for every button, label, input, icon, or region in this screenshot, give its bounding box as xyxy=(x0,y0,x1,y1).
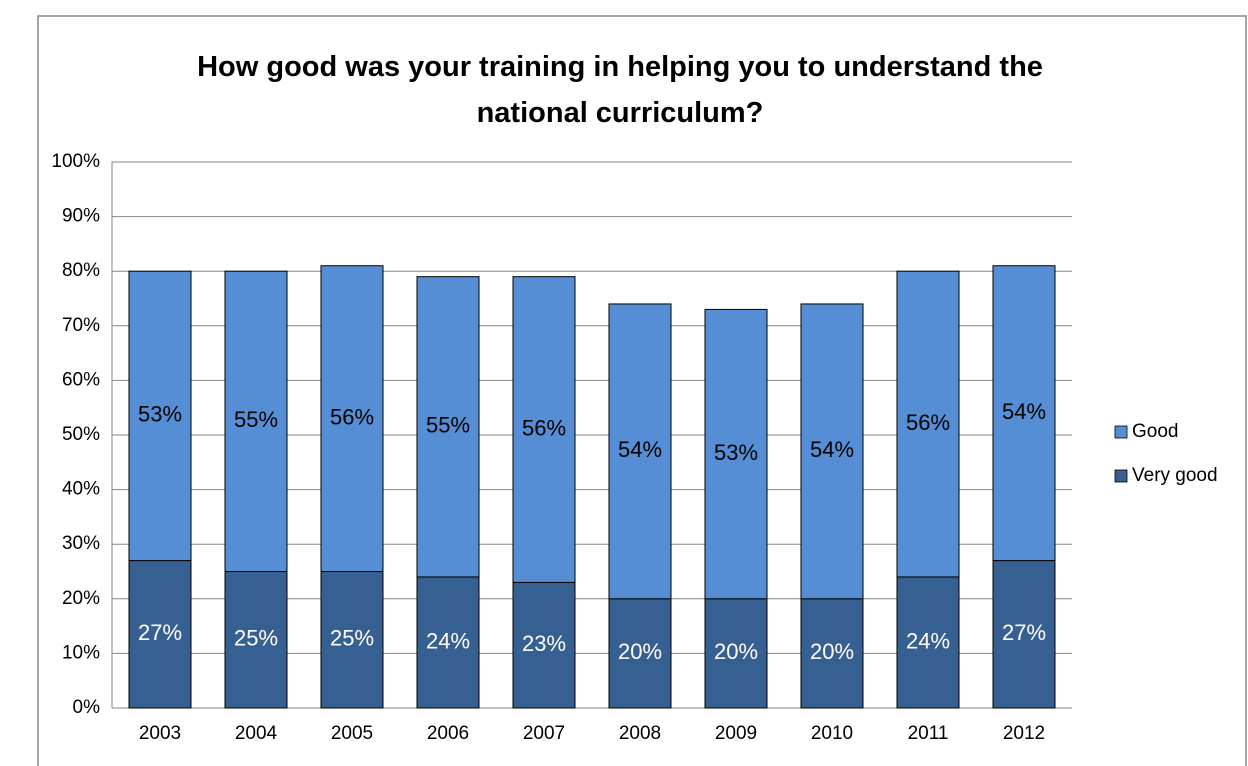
data-label: 27% xyxy=(1002,620,1046,645)
data-label: 56% xyxy=(522,415,566,440)
data-label: 56% xyxy=(906,410,950,435)
bar-segment xyxy=(128,560,192,709)
data-label: 25% xyxy=(234,626,278,651)
data-label: 20% xyxy=(810,639,854,664)
data-label: 20% xyxy=(618,639,662,664)
y-tick-label: 10% xyxy=(62,642,100,663)
legend-swatch xyxy=(1114,469,1128,483)
data-label: 24% xyxy=(426,628,470,653)
x-tick-label: 2011 xyxy=(908,723,949,744)
x-tick-label: 2004 xyxy=(235,723,278,744)
bar-segment xyxy=(800,598,864,709)
y-tick-label: 70% xyxy=(62,315,100,336)
y-tick-label: 80% xyxy=(62,260,100,281)
bar-segment xyxy=(800,303,864,600)
bar-segment xyxy=(512,276,576,583)
data-label: 53% xyxy=(714,440,758,465)
x-tick-label: 2003 xyxy=(139,723,181,744)
data-label: 53% xyxy=(138,402,182,427)
bar-segment xyxy=(320,571,384,709)
y-tick-label: 0% xyxy=(73,697,101,718)
y-tick-label: 90% xyxy=(62,206,100,227)
y-tick-label: 50% xyxy=(62,424,100,445)
data-label: 55% xyxy=(234,407,278,432)
legend-swatch xyxy=(1114,425,1128,439)
data-label: 27% xyxy=(138,620,182,645)
bar-segment xyxy=(608,303,672,600)
bar-segment xyxy=(320,265,384,572)
data-label: 54% xyxy=(810,437,854,462)
data-label: 55% xyxy=(426,413,470,438)
legend-label: Good xyxy=(1132,421,1178,442)
x-tick-label: 2008 xyxy=(619,723,661,744)
data-label: 20% xyxy=(714,639,758,664)
x-tick-label: 2010 xyxy=(811,723,853,744)
bar-segment xyxy=(896,270,960,578)
bar-segment xyxy=(992,265,1056,562)
y-tick-label: 20% xyxy=(62,588,100,609)
y-tick-label: 30% xyxy=(62,533,100,554)
bar-segment xyxy=(416,276,480,578)
bar-segment xyxy=(128,270,192,562)
bar-segment xyxy=(992,560,1056,709)
x-tick-label: 2005 xyxy=(331,723,373,744)
bar-segment xyxy=(416,576,480,709)
legend-label: Very good xyxy=(1132,465,1218,486)
data-label: 56% xyxy=(330,404,374,429)
data-label: 25% xyxy=(330,626,374,651)
data-label: 54% xyxy=(1002,399,1046,424)
bar-segment xyxy=(512,581,576,709)
bar-segment xyxy=(608,598,672,709)
chart-title: How good was your training in helping yo… xyxy=(197,51,1043,129)
bar-segment xyxy=(224,270,288,572)
data-label: 54% xyxy=(618,437,662,462)
data-label: 23% xyxy=(522,631,566,656)
bar-segment xyxy=(896,576,960,709)
x-tick-label: 2007 xyxy=(523,723,565,744)
y-tick-label: 100% xyxy=(51,151,100,172)
x-tick-label: 2006 xyxy=(427,723,469,744)
data-label: 24% xyxy=(906,628,950,653)
y-tick-label: 60% xyxy=(62,369,100,390)
y-tick-label: 40% xyxy=(62,479,100,500)
x-tick-label: 2012 xyxy=(1003,723,1045,744)
x-tick-label: 2009 xyxy=(715,723,757,744)
bar-segment xyxy=(704,308,768,600)
